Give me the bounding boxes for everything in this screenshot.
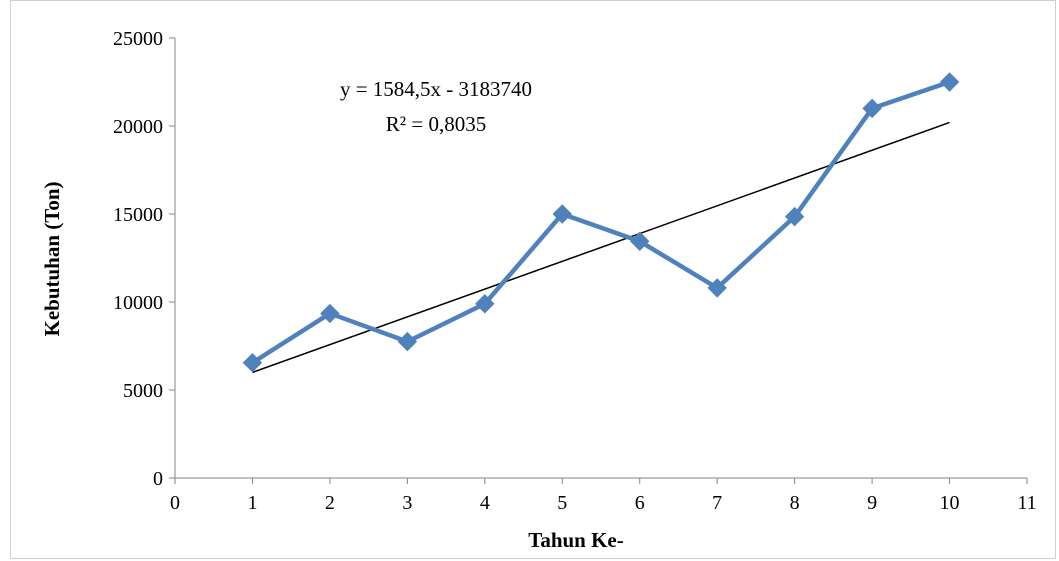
y-tick-label: 15000 xyxy=(113,204,163,226)
y-tick-label: 0 xyxy=(153,468,163,490)
data-point-marker xyxy=(707,278,727,298)
data-point-marker xyxy=(320,303,340,324)
data-point-marker xyxy=(630,231,650,251)
y-axis-title: Kebutuhan (Ton) xyxy=(40,181,64,336)
x-tick-label: 11 xyxy=(1017,492,1036,514)
data-point-marker xyxy=(862,98,882,119)
data-point-marker xyxy=(242,353,263,373)
trendline xyxy=(252,121,950,374)
chart-frame: 0 5000 10000 15000 20000 25000 0 1 2 3 4 5 6 7 8 9 10 11 … xyxy=(10,0,1056,559)
x-tick-label: 5 xyxy=(557,492,567,514)
y-tick-label: 20000 xyxy=(113,116,163,138)
x-tick-label: 7 xyxy=(712,492,722,514)
y-tick-label: 5000 xyxy=(123,380,163,402)
series-line xyxy=(251,79,951,365)
series-group xyxy=(242,72,960,373)
x-tick-label: 1 xyxy=(247,492,257,514)
x-tick-label: 9 xyxy=(867,492,877,514)
x-tick-label: 0 xyxy=(170,492,180,514)
x-tick-label: 3 xyxy=(402,492,412,514)
data-point-marker xyxy=(475,294,495,314)
y-tick-label: 10000 xyxy=(113,292,163,314)
trendline-group xyxy=(252,121,950,374)
data-point-marker xyxy=(939,72,960,92)
x-tick-label: 8 xyxy=(790,492,800,514)
data-point-marker xyxy=(397,331,418,352)
x-tick-label: 4 xyxy=(480,492,490,514)
x-tick-label: 2 xyxy=(325,492,335,514)
r-squared-label: R² = 0,8035 xyxy=(386,112,486,136)
axes xyxy=(169,37,1028,484)
data-point-marker xyxy=(784,206,805,227)
x-tick-label: 6 xyxy=(635,492,645,514)
tick-labels: 0 5000 10000 15000 20000 25000 0 1 2 3 4 5 6 7 8 9 10 11 xyxy=(113,28,1037,514)
y-tick-label: 25000 xyxy=(113,28,163,50)
x-tick-label: 10 xyxy=(940,492,960,514)
trendline-equation: y = 1584,5x - 3183740 xyxy=(340,77,532,101)
x-axis-title: Tahun Ke- xyxy=(528,528,624,552)
data-point-marker xyxy=(552,204,572,224)
